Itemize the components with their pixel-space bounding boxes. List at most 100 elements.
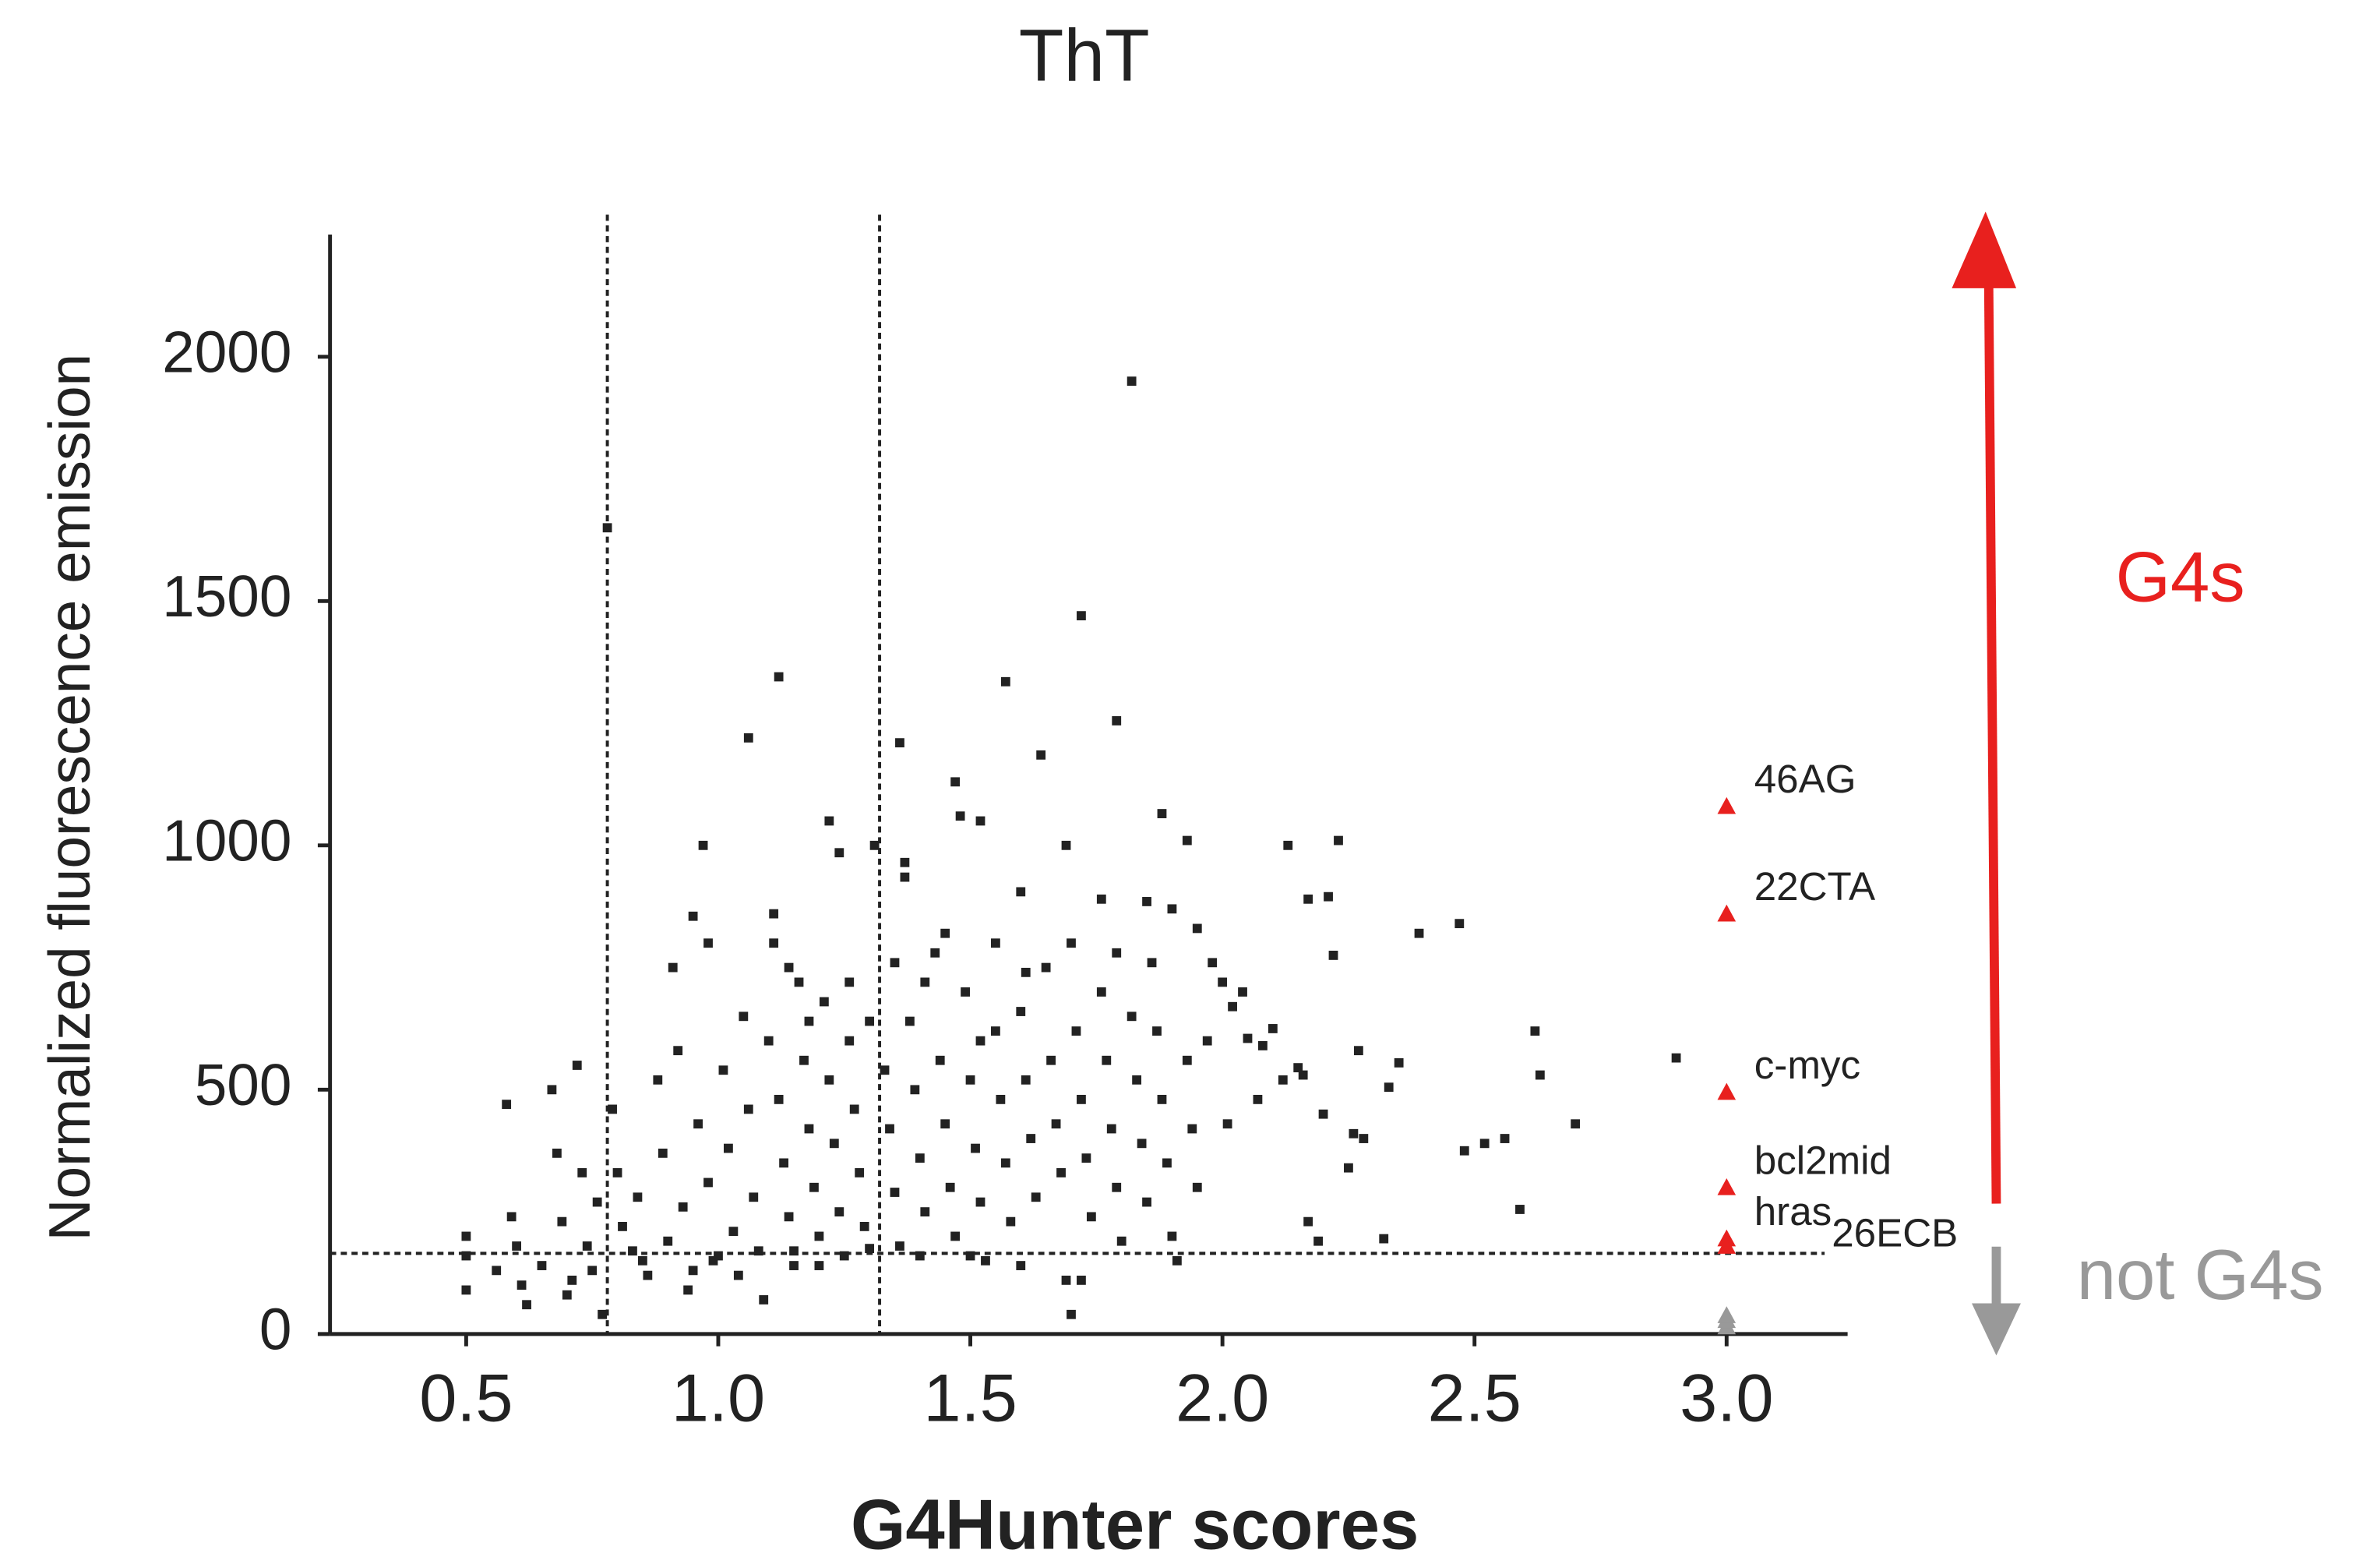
point (608, 1104, 617, 1114)
point (1056, 1168, 1066, 1177)
point (1192, 1182, 1202, 1192)
point (950, 777, 961, 787)
point (1067, 1309, 1076, 1319)
point (1278, 1075, 1288, 1085)
point (547, 1085, 557, 1095)
point (618, 1222, 627, 1231)
point (844, 977, 855, 987)
point (880, 1065, 890, 1075)
point (1671, 1053, 1681, 1063)
point (1137, 1139, 1147, 1149)
point (1031, 1192, 1041, 1202)
point (935, 1055, 945, 1065)
point (728, 1227, 739, 1237)
point (1096, 894, 1106, 904)
point (1222, 1119, 1232, 1129)
point (592, 1197, 602, 1207)
point (506, 1212, 517, 1222)
point (1293, 1063, 1303, 1073)
point (915, 1153, 925, 1163)
point (920, 977, 930, 987)
point (602, 523, 612, 533)
x-tick-label: 1.5 (923, 1361, 1017, 1435)
point (1112, 716, 1122, 726)
point (774, 672, 784, 682)
point (1086, 1212, 1096, 1222)
point (1192, 923, 1202, 934)
point (1127, 376, 1137, 387)
chart-title: ThT (1019, 16, 1150, 97)
point (517, 1280, 527, 1290)
point (1116, 1236, 1127, 1246)
point-label-text: bcl2mid (1754, 1138, 1892, 1182)
point (1112, 948, 1122, 958)
point (628, 1246, 637, 1256)
point (900, 872, 910, 882)
point (885, 1124, 894, 1134)
point (930, 948, 940, 958)
point (965, 1075, 975, 1085)
point (1157, 809, 1167, 818)
point (714, 1251, 723, 1261)
point (461, 1285, 471, 1295)
point (724, 1143, 733, 1153)
point (1324, 891, 1333, 902)
x-tick-label: 0.5 (419, 1361, 513, 1435)
point (1238, 987, 1247, 997)
x-tick-label: 1.0 (672, 1361, 765, 1435)
point (688, 1266, 698, 1276)
point (612, 1168, 622, 1177)
point (733, 1270, 743, 1280)
point (1051, 1119, 1061, 1129)
point (1530, 1026, 1540, 1036)
point (1571, 1119, 1581, 1129)
point (557, 1216, 567, 1227)
point (824, 816, 834, 826)
point (1071, 1026, 1081, 1036)
point-label: 46AG (1754, 757, 1856, 801)
point (1202, 1036, 1212, 1046)
point (869, 840, 880, 850)
point (1379, 1234, 1389, 1244)
point (1228, 1001, 1237, 1011)
point (1500, 1134, 1510, 1143)
y-tick-label: 2000 (162, 320, 291, 385)
point (552, 1148, 562, 1158)
point (920, 1207, 930, 1216)
point (1303, 894, 1313, 904)
point (537, 1261, 547, 1270)
point (749, 1192, 759, 1202)
point-label-text: c-myc (1754, 1043, 1860, 1087)
point (910, 1085, 920, 1095)
up-arrow-shaft (1983, 276, 2001, 1204)
point (1162, 1158, 1172, 1168)
point (1283, 840, 1293, 850)
point (1016, 1007, 1026, 1016)
point (678, 1202, 688, 1212)
point (1459, 1146, 1469, 1156)
point (587, 1266, 598, 1276)
point (1298, 1070, 1308, 1080)
point (1454, 919, 1465, 929)
point (1006, 1216, 1016, 1227)
down-arrow-head (1972, 1303, 2021, 1356)
point (769, 938, 779, 948)
point (1102, 1055, 1112, 1065)
point (759, 1295, 769, 1305)
point (1157, 1094, 1167, 1104)
point (1077, 611, 1086, 621)
point (1147, 958, 1157, 968)
point (753, 1246, 763, 1256)
point (904, 1016, 915, 1026)
point (562, 1290, 572, 1300)
point (582, 1241, 592, 1251)
point (673, 1046, 683, 1056)
point-label: 22CTA (1754, 864, 1876, 909)
point (945, 1182, 955, 1192)
x-tick-label: 2.0 (1176, 1361, 1269, 1435)
point-label-text: 46AG (1754, 757, 1856, 801)
point (718, 1065, 728, 1075)
point (1515, 1205, 1525, 1214)
point (653, 1075, 663, 1085)
